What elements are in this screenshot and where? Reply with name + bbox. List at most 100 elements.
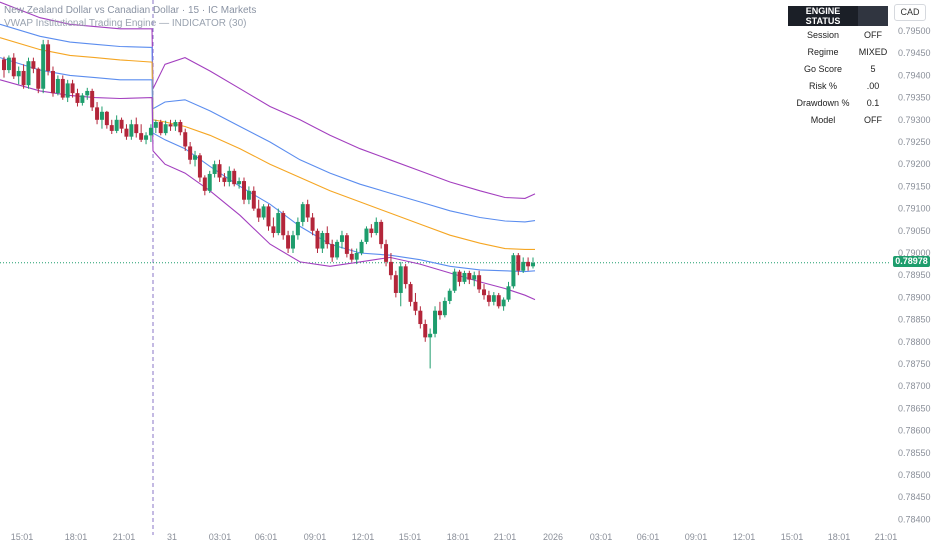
x-tick-label: 15:01 (781, 532, 804, 542)
candle-up (428, 333, 433, 338)
y-tick-label: 0.78400 (898, 514, 931, 524)
x-tick-label: 18:01 (828, 532, 851, 542)
candle-up (237, 181, 242, 185)
candle-up (295, 221, 300, 236)
candle-down (70, 83, 75, 94)
x-tick-label: 31 (167, 532, 177, 542)
candle-up (447, 290, 452, 301)
status-row-risk: Risk % .00 (788, 77, 888, 94)
candle-down (139, 133, 144, 140)
candle-down (134, 124, 139, 134)
candle-down (197, 155, 202, 178)
candle-up (339, 235, 344, 242)
candle-up (374, 221, 379, 234)
candle-up (276, 213, 281, 234)
candle-up (261, 206, 266, 218)
y-tick-label: 0.78850 (898, 315, 931, 325)
y-tick-label: 0.79350 (898, 93, 931, 103)
y-tick-label: 0.78750 (898, 359, 931, 369)
candle-up (148, 127, 153, 136)
candle-down (95, 107, 100, 120)
candle-down (11, 57, 16, 77)
status-row-go-score: Go Score 5 (788, 60, 888, 77)
candle-up (80, 95, 85, 103)
symbol-title[interactable]: New Zealand Dollar vs Canadian Dollar · … (4, 5, 257, 16)
candle-down (158, 122, 163, 134)
band-inner-upper (0, 23, 536, 223)
candle-down (369, 228, 374, 234)
candle-down (21, 70, 26, 86)
candle-down (384, 244, 389, 262)
x-tick-label: 12:01 (733, 532, 756, 542)
candle-down (388, 261, 393, 276)
candle-down (266, 206, 271, 227)
candle-up (163, 124, 168, 134)
candle-down (408, 284, 413, 302)
candle-down (183, 132, 188, 147)
engine-status-table: ENGINE STATUS Session OFF Regime MIXED G… (788, 6, 888, 128)
candle-down (330, 244, 335, 258)
candle-up (364, 228, 369, 242)
candle-down (526, 261, 531, 267)
candle-up (462, 272, 467, 282)
candle-down (232, 170, 237, 185)
candle-down (286, 235, 291, 249)
status-label: Risk % (808, 80, 837, 91)
candle-up (16, 70, 21, 77)
candle-up (442, 300, 447, 316)
candle-down (251, 190, 256, 209)
candle-down (36, 68, 41, 89)
currency-button[interactable]: CAD (894, 4, 926, 21)
x-tick-label: 12:01 (352, 532, 375, 542)
candle-up (41, 44, 46, 89)
candle-down (242, 181, 247, 200)
candle-down (281, 213, 286, 236)
status-value: .00 (866, 80, 880, 91)
x-tick-label: 09:01 (304, 532, 327, 542)
y-tick-label: 0.79000 (898, 248, 931, 258)
candle-down (315, 230, 320, 249)
y-tick-label: 0.78800 (898, 337, 931, 347)
candle-down (109, 125, 114, 131)
candle-down (516, 255, 521, 271)
candle-down (423, 324, 428, 338)
y-tick-label: 0.78650 (898, 403, 931, 413)
x-tick-label: 03:01 (209, 532, 232, 542)
candle-down (90, 90, 95, 108)
candle-up (433, 310, 438, 334)
x-tick-label: 18:01 (65, 532, 88, 542)
x-tick-label: 2026 (543, 532, 563, 542)
candle-down (379, 221, 384, 245)
x-tick-label: 18:01 (447, 532, 470, 542)
status-label: Model (810, 114, 836, 125)
candle-up (521, 261, 526, 271)
candle-down (486, 295, 491, 302)
candle-down (46, 44, 51, 71)
status-label: Regime (807, 46, 839, 57)
candle-up (144, 135, 149, 140)
candle-down (60, 78, 65, 98)
last-price-label: 0.78978 (893, 256, 930, 267)
y-tick-label: 0.79150 (898, 181, 931, 191)
candle-up (173, 122, 178, 127)
candle-down (168, 124, 173, 127)
status-value: 0.1 (866, 97, 880, 108)
candle-down (119, 119, 124, 129)
candle-up (246, 190, 251, 200)
candle-down (222, 177, 227, 182)
candle-down (124, 128, 129, 137)
candle-down (2, 59, 6, 71)
candle-down (50, 70, 55, 94)
y-tick-label: 0.79300 (898, 115, 931, 125)
candle-up (153, 122, 158, 128)
indicator-title[interactable]: VWAP Institutional Trading Engine — INDI… (4, 18, 247, 29)
candle-down (305, 204, 310, 218)
engine-status-title: ENGINE STATUS (788, 6, 858, 26)
y-tick-label: 0.79400 (898, 70, 931, 80)
x-tick-label: 06:01 (255, 532, 278, 542)
candle-up (491, 295, 496, 302)
candle-up (6, 57, 11, 71)
x-tick-label: 21:01 (113, 532, 136, 542)
status-row-model: Model OFF (788, 111, 888, 128)
